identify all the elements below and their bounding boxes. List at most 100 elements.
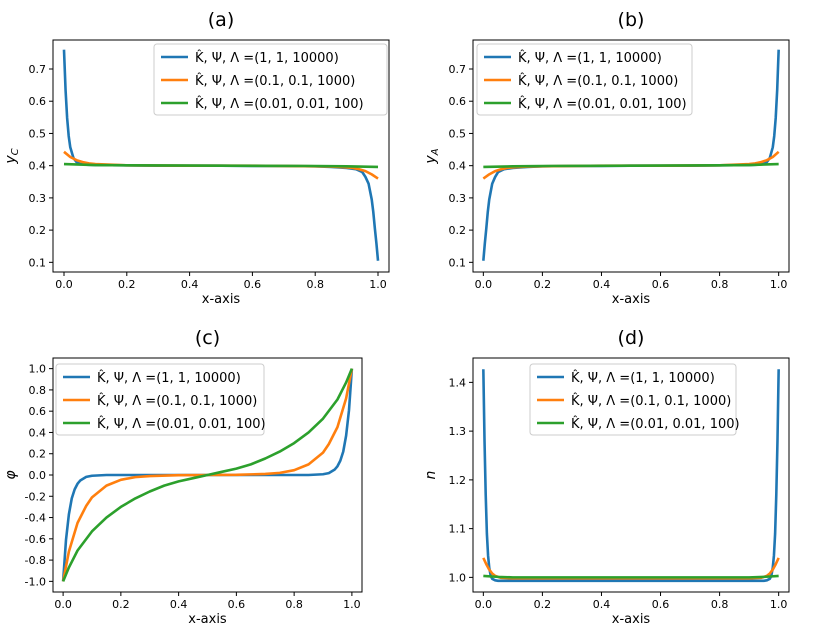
y-tick-label: 0.3: [449, 192, 467, 205]
y-tick-label: 1.0: [449, 571, 467, 584]
legend-entry: K̂, Ψ, Λ =(1, 1, 10000): [97, 371, 241, 386]
x-axis-label: x-axis: [188, 612, 227, 627]
x-tick-label: 0.6: [652, 278, 670, 291]
y-tick-label: 0.8: [29, 384, 47, 397]
series-line-1: [482, 369, 780, 583]
x-tick-label: 0.0: [55, 278, 73, 291]
plot-frame: [472, 39, 790, 273]
y-axis-label: yC: [3, 148, 21, 164]
chart-title: (c): [195, 327, 220, 349]
y-tick-label: 0.1: [29, 256, 47, 269]
y-tick-label: 0.6: [29, 405, 47, 418]
series-line-2: [482, 557, 780, 580]
legend-entry: K̂, Ψ, Λ =(1, 1, 10000): [518, 51, 662, 66]
x-tick-label: 0.8: [711, 598, 729, 611]
legend: K̂, Ψ, Λ =(1, 1, 10000) K̂, Ψ, Λ =(0.1, 0…: [55, 363, 266, 436]
y-tick-label: 1.2: [449, 474, 467, 487]
x-tick-label: 0.2: [118, 278, 136, 291]
x-tick-label: 0.4: [170, 598, 188, 611]
legend-entry: K̂, Ψ, Λ =(0.1, 0.1, 1000): [195, 74, 355, 89]
y-axis-label: n: [423, 471, 439, 480]
x-tick-label: 0.2: [534, 278, 552, 291]
legend-entry: K̂, Ψ, Λ =(0.1, 0.1, 1000): [518, 74, 678, 89]
series-line-3: [63, 162, 379, 169]
x-tick-label: 0.8: [306, 278, 324, 291]
y-axis-label: yA: [423, 148, 441, 164]
x-tick-label: 0.6: [244, 278, 262, 291]
x-tick-label: 0.0: [475, 598, 493, 611]
legend-entry: K̂, Ψ, Λ =(0.01, 0.01, 100): [571, 417, 740, 432]
x-tick-label: 1.0: [343, 598, 361, 611]
y-tick-label: 0.2: [29, 224, 47, 237]
legend-frame: [529, 363, 737, 436]
y-tick-label: 0.6: [449, 95, 467, 108]
legend-entry: K̂, Ψ, Λ =(0.01, 0.01, 100): [518, 97, 687, 112]
x-tick-label: 1.0: [369, 278, 387, 291]
chart-title: (d): [618, 327, 645, 349]
y-tick-label: -0.8: [25, 554, 46, 567]
x-tick-label: 0.0: [475, 278, 493, 291]
x-tick-label: 0.6: [228, 598, 246, 611]
y-tick-label: -0.6: [25, 533, 46, 546]
legend-frame: [153, 43, 388, 116]
y-tick-label: 1.1: [449, 523, 467, 536]
x-tick-label: 0.8: [711, 278, 729, 291]
y-tick-label: 0.7: [29, 63, 47, 76]
x-tick-label: 0.8: [285, 598, 303, 611]
series-line-3: [483, 162, 779, 169]
y-tick-label: 0.1: [449, 256, 467, 269]
y-tick-label: 0.5: [449, 127, 467, 140]
y-tick-label: 1.3: [449, 425, 467, 438]
chart-b: (b) 0.0 0.2 0.4 0.6 0.8 1.0 0.1 0.2 0.3 0.4 0.5 0.6 0…: [423, 9, 790, 307]
x-axis-label: x-axis: [612, 292, 651, 307]
y-tick-label: 0.0: [29, 469, 47, 482]
series-line-3: [61, 368, 354, 582]
legend-entry: K̂, Ψ, Λ =(0.01, 0.01, 100): [97, 417, 266, 432]
y-tick-label: 0.4: [449, 160, 467, 173]
x-tick-label: 1.0: [770, 278, 788, 291]
x-tick-label: 1.0: [770, 598, 788, 611]
chart-d: (d) 0.0 0.2 0.4 0.6 0.8 1.0 1.0 1.1 1.2 1.3 1.4 x-ax…: [423, 327, 790, 627]
x-tick-label: 0.6: [652, 598, 670, 611]
chart-c: (c) 0.0 0.2 0.4 0.6 0.8 1.0 -1.0 -0.8 -0.6 -0.4 -0.…: [3, 327, 363, 627]
plot-frame: [472, 357, 790, 593]
x-axis-label: x-axis: [202, 292, 241, 307]
legend-entry: K̂, Ψ, Λ =(0.1, 0.1, 1000): [97, 394, 257, 409]
legend-entry: K̂, Ψ, Λ =(0.1, 0.1, 1000): [571, 394, 731, 409]
x-tick-label: 0.2: [534, 598, 552, 611]
y-tick-label: 0.3: [29, 192, 47, 205]
chart-title: (b): [618, 9, 645, 31]
plot-frame: [52, 39, 390, 273]
legend-entry: K̂, Ψ, Λ =(1, 1, 10000): [571, 371, 715, 386]
y-tick-label: 0.4: [29, 426, 47, 439]
y-axis-label: φ: [3, 470, 19, 480]
chart-title: (a): [208, 9, 234, 31]
y-tick-label: 1.4: [449, 376, 467, 389]
series-line-3: [483, 574, 779, 579]
y-tick-label: -0.2: [25, 490, 46, 503]
x-tick-label: 0.4: [181, 278, 199, 291]
legend-frame: [476, 43, 693, 116]
y-tick-label: -0.4: [25, 512, 46, 525]
legend: K̂, Ψ, Λ =(1, 1, 10000) K̂, Ψ, Λ =(0.1, 0…: [476, 43, 693, 116]
x-tick-label: 0.4: [593, 598, 611, 611]
x-tick-label: 0.2: [112, 598, 130, 611]
y-tick-label: 0.5: [29, 127, 47, 140]
y-tick-label: 0.7: [449, 63, 467, 76]
y-tick-label: 0.2: [449, 224, 467, 237]
y-tick-label: 0.2: [29, 448, 47, 461]
y-tick-label: 0.4: [29, 160, 47, 173]
x-tick-label: 0.0: [54, 598, 72, 611]
legend: K̂, Ψ, Λ =(1, 1, 10000) K̂, Ψ, Λ =(0.1, 0…: [153, 43, 388, 116]
legend: K̂, Ψ, Λ =(1, 1, 10000) K̂, Ψ, Λ =(0.1, 0…: [529, 363, 740, 436]
legend-frame: [55, 363, 265, 436]
legend-entry: K̂, Ψ, Λ =(0.01, 0.01, 100): [195, 97, 364, 112]
chart-a: (a) 0.0 0.2 0.4 0.6 0.8 1.0 0.1 0.2 0.3 0.4 0.5 0.6 0…: [3, 9, 390, 307]
y-tick-label: -1.0: [25, 575, 46, 588]
x-tick-label: 0.4: [593, 278, 611, 291]
y-tick-label: 0.6: [29, 95, 47, 108]
legend-entry: K̂, Ψ, Λ =(1, 1, 10000): [195, 51, 339, 66]
x-axis-label: x-axis: [612, 612, 651, 627]
y-tick-label: 1.0: [29, 363, 47, 376]
